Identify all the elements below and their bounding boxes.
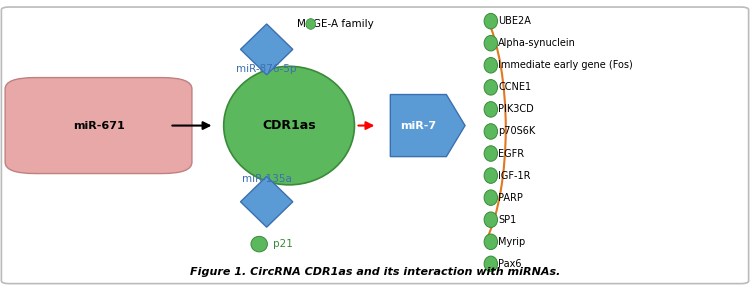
Ellipse shape <box>484 146 497 161</box>
Text: miR-876-5p: miR-876-5p <box>236 64 297 74</box>
Text: PARP: PARP <box>498 193 523 203</box>
Text: EGFR: EGFR <box>498 148 524 158</box>
Text: miR-671: miR-671 <box>73 121 124 131</box>
FancyBboxPatch shape <box>2 7 748 284</box>
Text: p70S6K: p70S6K <box>498 127 536 137</box>
Ellipse shape <box>484 80 497 95</box>
Ellipse shape <box>484 212 497 227</box>
Text: Alpha-synuclein: Alpha-synuclein <box>498 38 576 48</box>
Ellipse shape <box>484 168 497 183</box>
Ellipse shape <box>251 236 268 252</box>
Ellipse shape <box>484 190 497 205</box>
Ellipse shape <box>484 124 497 139</box>
Polygon shape <box>241 24 292 75</box>
Text: Immediate early gene (Fos): Immediate early gene (Fos) <box>498 60 633 70</box>
Polygon shape <box>241 176 292 227</box>
Ellipse shape <box>484 35 497 51</box>
Ellipse shape <box>484 13 497 29</box>
Text: p21: p21 <box>273 239 292 249</box>
Text: Myrip: Myrip <box>498 237 526 247</box>
Text: CDR1as: CDR1as <box>262 119 316 132</box>
Ellipse shape <box>306 19 316 29</box>
Text: miR-135a: miR-135a <box>242 174 292 184</box>
Text: PIK3CD: PIK3CD <box>498 104 534 114</box>
Text: UBE2A: UBE2A <box>498 16 531 26</box>
FancyBboxPatch shape <box>5 78 192 174</box>
Polygon shape <box>390 95 465 157</box>
Ellipse shape <box>484 102 497 117</box>
Ellipse shape <box>484 256 497 272</box>
Ellipse shape <box>484 58 497 73</box>
Text: IGF-1R: IGF-1R <box>498 171 531 181</box>
Text: miR-7: miR-7 <box>400 121 436 131</box>
Text: Figure 1. CircRNA CDR1as and its interaction with miRNAs.: Figure 1. CircRNA CDR1as and its interac… <box>190 266 560 276</box>
Text: Pax6: Pax6 <box>498 259 522 269</box>
Text: SP1: SP1 <box>498 215 517 225</box>
Text: MAGE-A family: MAGE-A family <box>296 19 374 29</box>
Ellipse shape <box>224 66 355 185</box>
Text: CCNE1: CCNE1 <box>498 82 532 92</box>
Ellipse shape <box>484 234 497 250</box>
